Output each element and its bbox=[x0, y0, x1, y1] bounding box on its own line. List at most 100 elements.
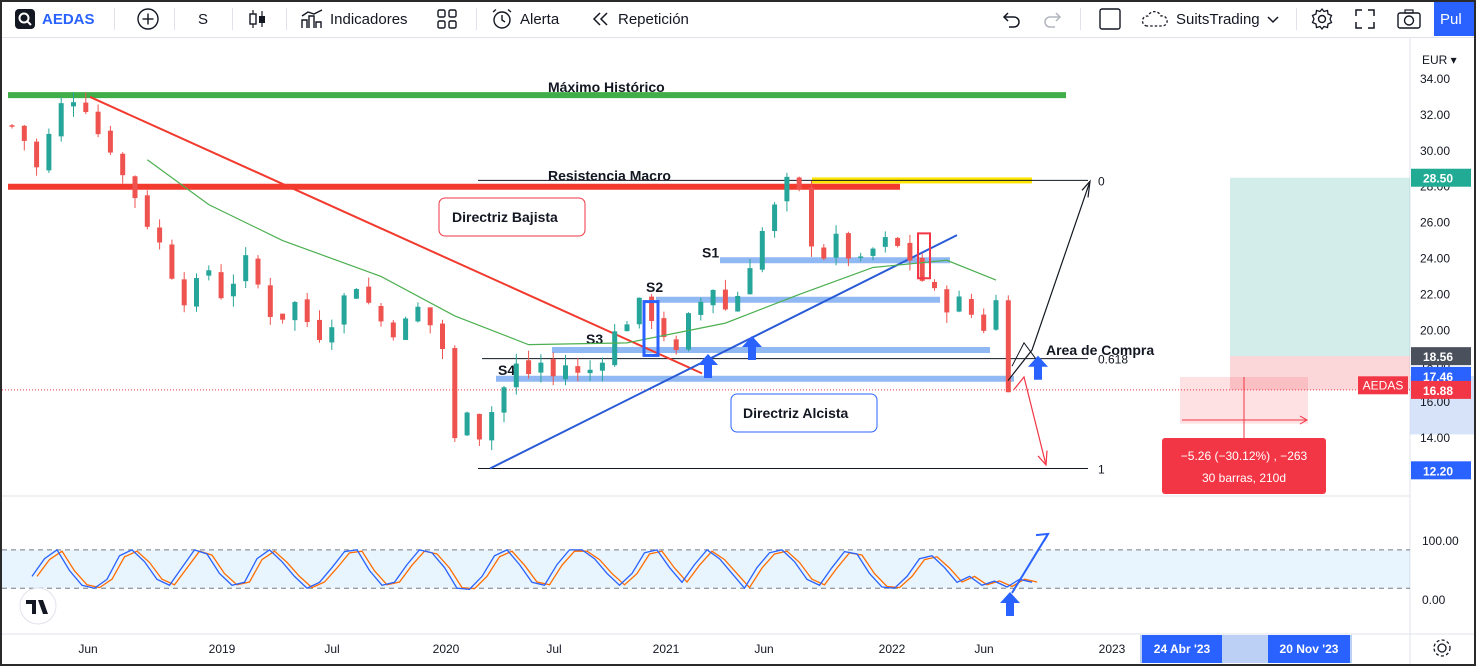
chart-grid bbox=[2, 38, 1474, 664]
layout-toggle-button[interactable] bbox=[1098, 2, 1122, 36]
x-tick-label: Jun bbox=[78, 642, 97, 656]
x-tick-label: 2022 bbox=[879, 642, 906, 656]
gear-teeth bbox=[1433, 639, 1451, 657]
candle-body bbox=[747, 268, 753, 295]
layout-name: SuitsTrading bbox=[1176, 10, 1260, 28]
moving-average-line bbox=[146, 159, 997, 346]
x-tick-label: 2021 bbox=[653, 642, 680, 656]
candle-body bbox=[919, 257, 925, 281]
candle-body bbox=[772, 204, 778, 232]
candle-body bbox=[809, 187, 814, 247]
candle-body bbox=[882, 237, 888, 247]
fib-label-0: 0 bbox=[1098, 174, 1105, 188]
candle-body bbox=[993, 300, 999, 330]
fullscreen-button[interactable] bbox=[1354, 2, 1376, 36]
compare-button[interactable] bbox=[136, 2, 160, 36]
candle-body bbox=[34, 141, 40, 168]
redo-button[interactable] bbox=[1042, 2, 1064, 36]
oscillator-projection-head bbox=[1035, 532, 1050, 542]
interval-button[interactable]: S bbox=[198, 2, 208, 36]
y-tick-label: 32.00 bbox=[1420, 108, 1450, 122]
undo-button[interactable] bbox=[1000, 2, 1022, 36]
price-tag-bg bbox=[1411, 168, 1471, 187]
candle-body bbox=[932, 281, 937, 289]
layout-menu[interactable]: SuitsTrading bbox=[1140, 2, 1280, 36]
candle-body bbox=[981, 314, 987, 331]
candle-body bbox=[870, 248, 876, 256]
candle-body bbox=[661, 318, 667, 338]
candle-body bbox=[587, 369, 593, 374]
y-tick-label: 26.00 bbox=[1420, 216, 1450, 230]
chart-type-button[interactable] bbox=[246, 2, 268, 36]
candles-icon bbox=[249, 10, 265, 28]
candle-body bbox=[722, 289, 728, 310]
candle-body bbox=[243, 255, 249, 282]
breakout-box bbox=[642, 300, 660, 357]
publish-label: Pul bbox=[1440, 10, 1462, 28]
downtrend-line bbox=[89, 96, 703, 375]
chart-area[interactable]: Máximo Histórico Resistencia Macro S1 S2 S3 S… bbox=[2, 38, 1474, 666]
reversal-box bbox=[917, 232, 931, 280]
y-tick-label: 20.00 bbox=[1420, 323, 1450, 337]
uptrend-line bbox=[489, 234, 958, 470]
candle-body bbox=[907, 242, 913, 261]
bearish-arrowhead bbox=[1037, 450, 1048, 467]
oscillator-tick: 100.00 bbox=[1422, 534, 1459, 548]
symbol-search[interactable]: AEDAS bbox=[14, 2, 95, 36]
templates-button[interactable] bbox=[436, 2, 458, 36]
price-tag-bg bbox=[1411, 461, 1471, 480]
candle-body bbox=[710, 289, 716, 306]
x-tick-label: Jun bbox=[974, 642, 993, 656]
snapshot-button[interactable] bbox=[1396, 2, 1422, 36]
candle-body bbox=[390, 322, 396, 338]
time-axis[interactable]: Jun 2019 Jul 2020 Jul 2021 Jun 2022 Jun 2023 24 Ab… bbox=[78, 635, 1451, 663]
candle-body bbox=[845, 233, 851, 259]
price-tag-bg bbox=[1411, 347, 1471, 366]
downtrend-callout bbox=[438, 197, 586, 237]
publish-button[interactable]: Pul bbox=[1434, 2, 1474, 36]
candle-body bbox=[968, 298, 974, 315]
indicators-button[interactable]: Indicadores bbox=[300, 2, 408, 36]
candle-body bbox=[550, 359, 556, 377]
settings-button[interactable] bbox=[1310, 2, 1334, 36]
oscillator-projection bbox=[1011, 533, 1049, 594]
support-label-3: S3 bbox=[586, 331, 603, 347]
cloud-icon bbox=[1141, 10, 1168, 27]
candle-body bbox=[673, 339, 679, 351]
buy-area-marker bbox=[1011, 341, 1037, 367]
drawing-lines[interactable]: Máximo Histórico Resistencia Macro S1 S2 S3 S… bbox=[8, 79, 1128, 477]
candle-body bbox=[329, 327, 335, 343]
candle-body bbox=[513, 363, 519, 388]
candle-body bbox=[427, 307, 433, 326]
candle-body bbox=[280, 313, 286, 320]
date-range-start: 24 Abr '23 bbox=[1154, 642, 1211, 656]
candle-body bbox=[403, 318, 409, 340]
candle-body bbox=[292, 301, 298, 321]
alert-button[interactable]: Alerta bbox=[490, 2, 559, 36]
candle-body bbox=[501, 387, 507, 413]
candle-body bbox=[353, 288, 359, 299]
drawing-overlay[interactable]: Directriz Bajista Directriz Alcista Area d… bbox=[438, 179, 1326, 616]
alarm-clock-icon bbox=[492, 8, 512, 29]
candle-body bbox=[735, 295, 741, 312]
chevron-down-icon bbox=[1267, 16, 1279, 24]
y-tick-label: 24.00 bbox=[1420, 252, 1450, 266]
price-tag: 12.20 bbox=[1423, 464, 1453, 478]
symbol-label: AEDAS bbox=[42, 10, 95, 28]
candle-body bbox=[440, 323, 445, 350]
indicators-label: Indicadores bbox=[330, 10, 408, 28]
price-axis[interactable]: EUR ▾34.0032.0030.0028.0026.0024.0022.00… bbox=[1358, 53, 1471, 480]
date-range-end-bg bbox=[1268, 635, 1350, 663]
tradingview-logo-icon bbox=[15, 9, 35, 29]
x-tick-label: 2020 bbox=[433, 642, 460, 656]
replay-button[interactable]: Repetición bbox=[590, 2, 689, 36]
candle-body bbox=[599, 362, 605, 371]
candle-body bbox=[796, 177, 802, 189]
target-zone bbox=[1230, 177, 1410, 357]
candle-body bbox=[304, 299, 310, 323]
candle-body bbox=[181, 279, 187, 306]
candle-body bbox=[9, 125, 15, 127]
macro-resistance-label: Resistencia Macro bbox=[548, 168, 671, 184]
interval-label: S bbox=[198, 10, 209, 28]
